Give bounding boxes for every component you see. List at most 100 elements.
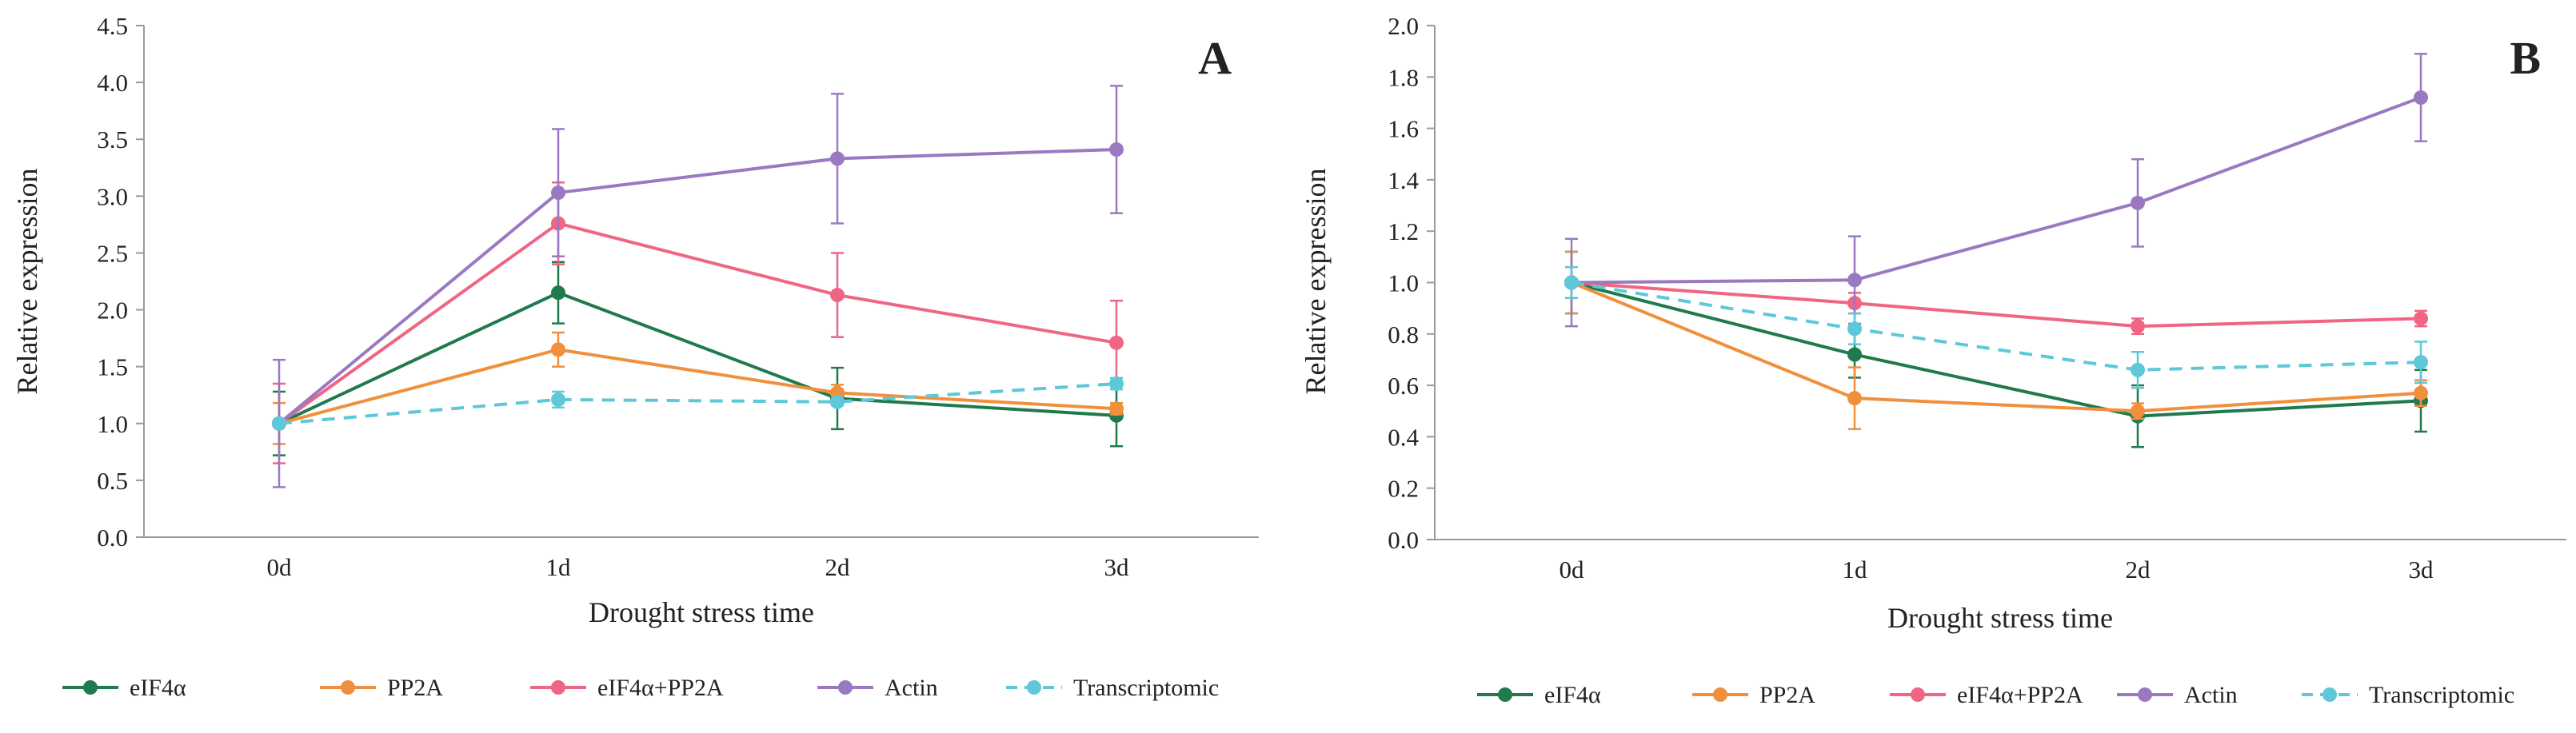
series-eif4- — [272, 261, 1124, 456]
y-tick-label: 1.2 — [1388, 217, 1419, 245]
y-tick-label: 2.0 — [1388, 12, 1419, 40]
legend-marker — [2138, 687, 2152, 702]
y-tick-label: 0.8 — [1388, 321, 1419, 349]
legend-marker — [1027, 680, 1041, 695]
y-tick-label: 1.8 — [1388, 63, 1419, 91]
data-point — [551, 285, 565, 301]
x-tick-label: 1d — [1843, 556, 1868, 584]
tick-layer: 0.0 0.2 0.4 0.6 0.8 1.0 1.2 1.4 1.6 1.8 2.0 0d 1d 2d 3… — [1388, 12, 2434, 584]
legend-label: eIF4α+PP2A — [597, 675, 724, 701]
legend-marker — [341, 680, 355, 695]
series-line — [1571, 96, 2422, 285]
legend-label: Actin — [2184, 682, 2238, 708]
legend-item: eIF4α+PP2A — [530, 675, 724, 701]
legend-marker — [1498, 687, 1512, 702]
series-pp2a — [1564, 250, 2428, 431]
tick-layer: 0.0 0.5 1.0 1.5 2.0 2.5 3.0 3.5 4.0 4.5 0d 1d 2d 3d — [97, 12, 1129, 581]
y-tick-label: 3.0 — [97, 182, 128, 210]
x-tick-label: 3d — [1104, 553, 1130, 581]
x-tick-label: 2d — [825, 553, 851, 581]
chart-panel-b: B Drought stress time Relative expressio… — [1288, 0, 2576, 733]
legend-marker — [83, 680, 98, 695]
data-point — [2131, 362, 2145, 377]
y-tick-label: 1.0 — [1388, 269, 1419, 297]
series-line — [278, 148, 1117, 425]
y-tick-label: 1.6 — [1388, 115, 1419, 143]
y-tick-label: 0.6 — [1388, 372, 1419, 400]
legend-label: PP2A — [1759, 682, 1815, 708]
chart-b: B Drought stress time Relative expressio… — [1300, 12, 2566, 708]
chart-panel-a: A Drought stress time Relative expressio… — [11, 12, 1259, 701]
legend-marker — [838, 680, 853, 695]
y-tick-label: 2.0 — [97, 297, 128, 325]
legend-marker — [2322, 687, 2337, 702]
series-actin — [272, 85, 1124, 488]
legend-item: eIF4α+PP2A — [1890, 682, 2083, 708]
legend-item: Transcriptomic — [2302, 682, 2514, 708]
series-line — [278, 348, 1117, 425]
legend-label: eIF4α+PP2A — [1957, 682, 2083, 708]
y-tick-label: 0.0 — [97, 524, 128, 552]
series-transcriptomic — [1564, 265, 2428, 389]
legend-label: eIF4α — [130, 675, 186, 701]
series-line — [1571, 281, 2422, 418]
x-axis-title: Drought stress time — [1887, 602, 2113, 634]
y-axis-title: Relative expression — [1300, 169, 1332, 395]
series-actin — [1564, 53, 2428, 328]
series-pp2a — [272, 331, 1124, 445]
data-point — [830, 288, 845, 303]
data-point — [2414, 385, 2428, 400]
data-point — [2414, 90, 2428, 106]
data-point — [1847, 347, 1862, 362]
data-point — [551, 185, 565, 201]
data-point — [1109, 401, 1124, 416]
x-axis-title: Drought stress time — [589, 596, 814, 628]
legend-label: Actin — [885, 675, 938, 701]
chart-a: A Drought stress time Relative expressio… — [11, 12, 1259, 701]
series-line — [1571, 281, 2422, 372]
series-transcriptomic — [272, 376, 1124, 431]
y-tick-label: 3.5 — [97, 125, 128, 153]
legend-item: eIF4α — [1477, 682, 1601, 708]
legend-item: PP2A — [320, 675, 443, 701]
y-tick-label: 4.0 — [97, 69, 128, 97]
data-point — [1109, 376, 1124, 391]
x-tick-label: 2d — [2126, 556, 2151, 584]
y-tick-label: 1.0 — [97, 410, 128, 438]
data-point — [1847, 391, 1862, 406]
legend-marker — [1713, 687, 1727, 702]
data-point — [2131, 404, 2145, 419]
legend-item: Transcriptomic — [1006, 675, 1219, 701]
legend-item: Actin — [2117, 682, 2238, 708]
legend-label: Transcriptomic — [1073, 675, 1219, 701]
legend-label: PP2A — [387, 675, 443, 701]
data-point — [551, 342, 565, 357]
legend-item: PP2A — [1692, 682, 1815, 708]
data-point — [1564, 275, 1579, 290]
series-line — [278, 221, 1117, 425]
x-tick-label: 0d — [1560, 556, 1585, 584]
y-tick-label: 0.4 — [1388, 423, 1419, 451]
y-tick-label: 4.5 — [97, 12, 128, 40]
series-line — [1571, 281, 2422, 329]
y-tick-label: 0.5 — [97, 467, 128, 495]
x-tick-label: 1d — [546, 553, 572, 581]
data-point — [2131, 195, 2145, 210]
data-point — [2414, 311, 2428, 326]
legend: eIF4α PP2A eIF4α+PP2A Actin Transcriptomic — [1477, 682, 2514, 708]
data-point — [1109, 335, 1124, 350]
y-tick-label: 1.5 — [97, 353, 128, 381]
x-tick-label: 0d — [267, 553, 293, 581]
series-line — [1571, 281, 2422, 413]
series-eif4-pp2a — [1564, 265, 2428, 336]
legend-label: Transcriptomic — [2369, 682, 2514, 708]
y-tick-label: 0.0 — [1388, 526, 1419, 554]
series-layer — [272, 85, 1124, 488]
data-point — [1847, 321, 1862, 337]
data-point — [830, 394, 845, 409]
series-line — [278, 291, 1117, 425]
y-tick-label: 2.5 — [97, 239, 128, 267]
legend-item: Actin — [817, 675, 938, 701]
x-tick-label: 3d — [2409, 556, 2434, 584]
data-point — [551, 392, 565, 407]
